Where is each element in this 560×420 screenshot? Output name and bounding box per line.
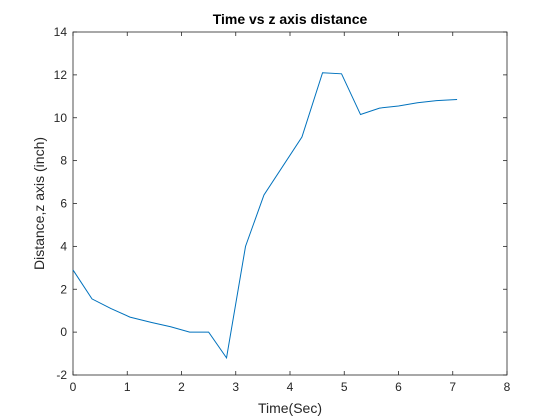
x-tick-label: 3 bbox=[232, 380, 239, 394]
x-axis-title: Time(Sec) bbox=[258, 400, 322, 416]
y-tick-label: 4 bbox=[60, 239, 67, 253]
y-tick-label: 0 bbox=[60, 325, 67, 339]
x-tick-label: 6 bbox=[395, 380, 402, 394]
y-tick-label: 12 bbox=[54, 68, 68, 82]
y-tick-label: 10 bbox=[54, 111, 68, 125]
y-axis-title: Distance,z axis (inch) bbox=[31, 137, 47, 270]
x-tick-label: 5 bbox=[341, 380, 348, 394]
y-axis-ticks: -2 0 2 4 6 8 10 12 14 bbox=[54, 25, 507, 382]
series-line-0 bbox=[72, 72, 458, 360]
y-tick-label: 2 bbox=[60, 282, 67, 296]
chart-title: Time vs z axis distance bbox=[213, 11, 368, 27]
y-tick-label: 6 bbox=[60, 197, 67, 211]
y-tick-label: 8 bbox=[60, 154, 67, 168]
x-tick-label: 8 bbox=[504, 380, 511, 394]
x-tick-label: 7 bbox=[449, 380, 456, 394]
x-tick-label: 1 bbox=[124, 380, 131, 394]
plot-area bbox=[72, 31, 508, 376]
series-layer bbox=[72, 72, 458, 360]
x-tick-label: 0 bbox=[70, 380, 77, 394]
y-tick-label: 14 bbox=[54, 25, 68, 39]
x-axis-ticks: 0 1 2 3 4 5 6 7 8 bbox=[70, 32, 511, 394]
x-tick-label: 2 bbox=[178, 380, 185, 394]
x-tick-label: 4 bbox=[287, 380, 294, 394]
y-tick-label: -2 bbox=[56, 368, 67, 382]
